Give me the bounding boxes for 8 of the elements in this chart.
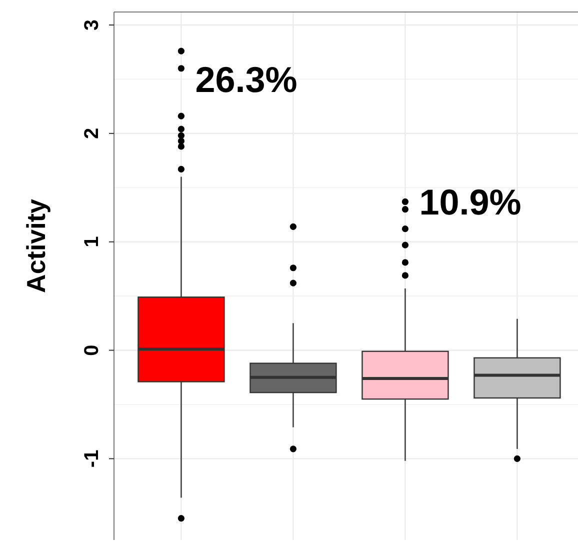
y-tick-label: 1 (81, 236, 103, 248)
y-tick-label: 0 (81, 344, 103, 356)
y-tick-label: 2 (81, 128, 103, 139)
annotation: 10.9% (419, 182, 522, 223)
y-axis-title: Activity (21, 198, 51, 293)
y-tick-label: -1 (81, 450, 103, 468)
annotation: 26.3% (195, 59, 298, 100)
y-tick-label: 3 (81, 19, 103, 31)
